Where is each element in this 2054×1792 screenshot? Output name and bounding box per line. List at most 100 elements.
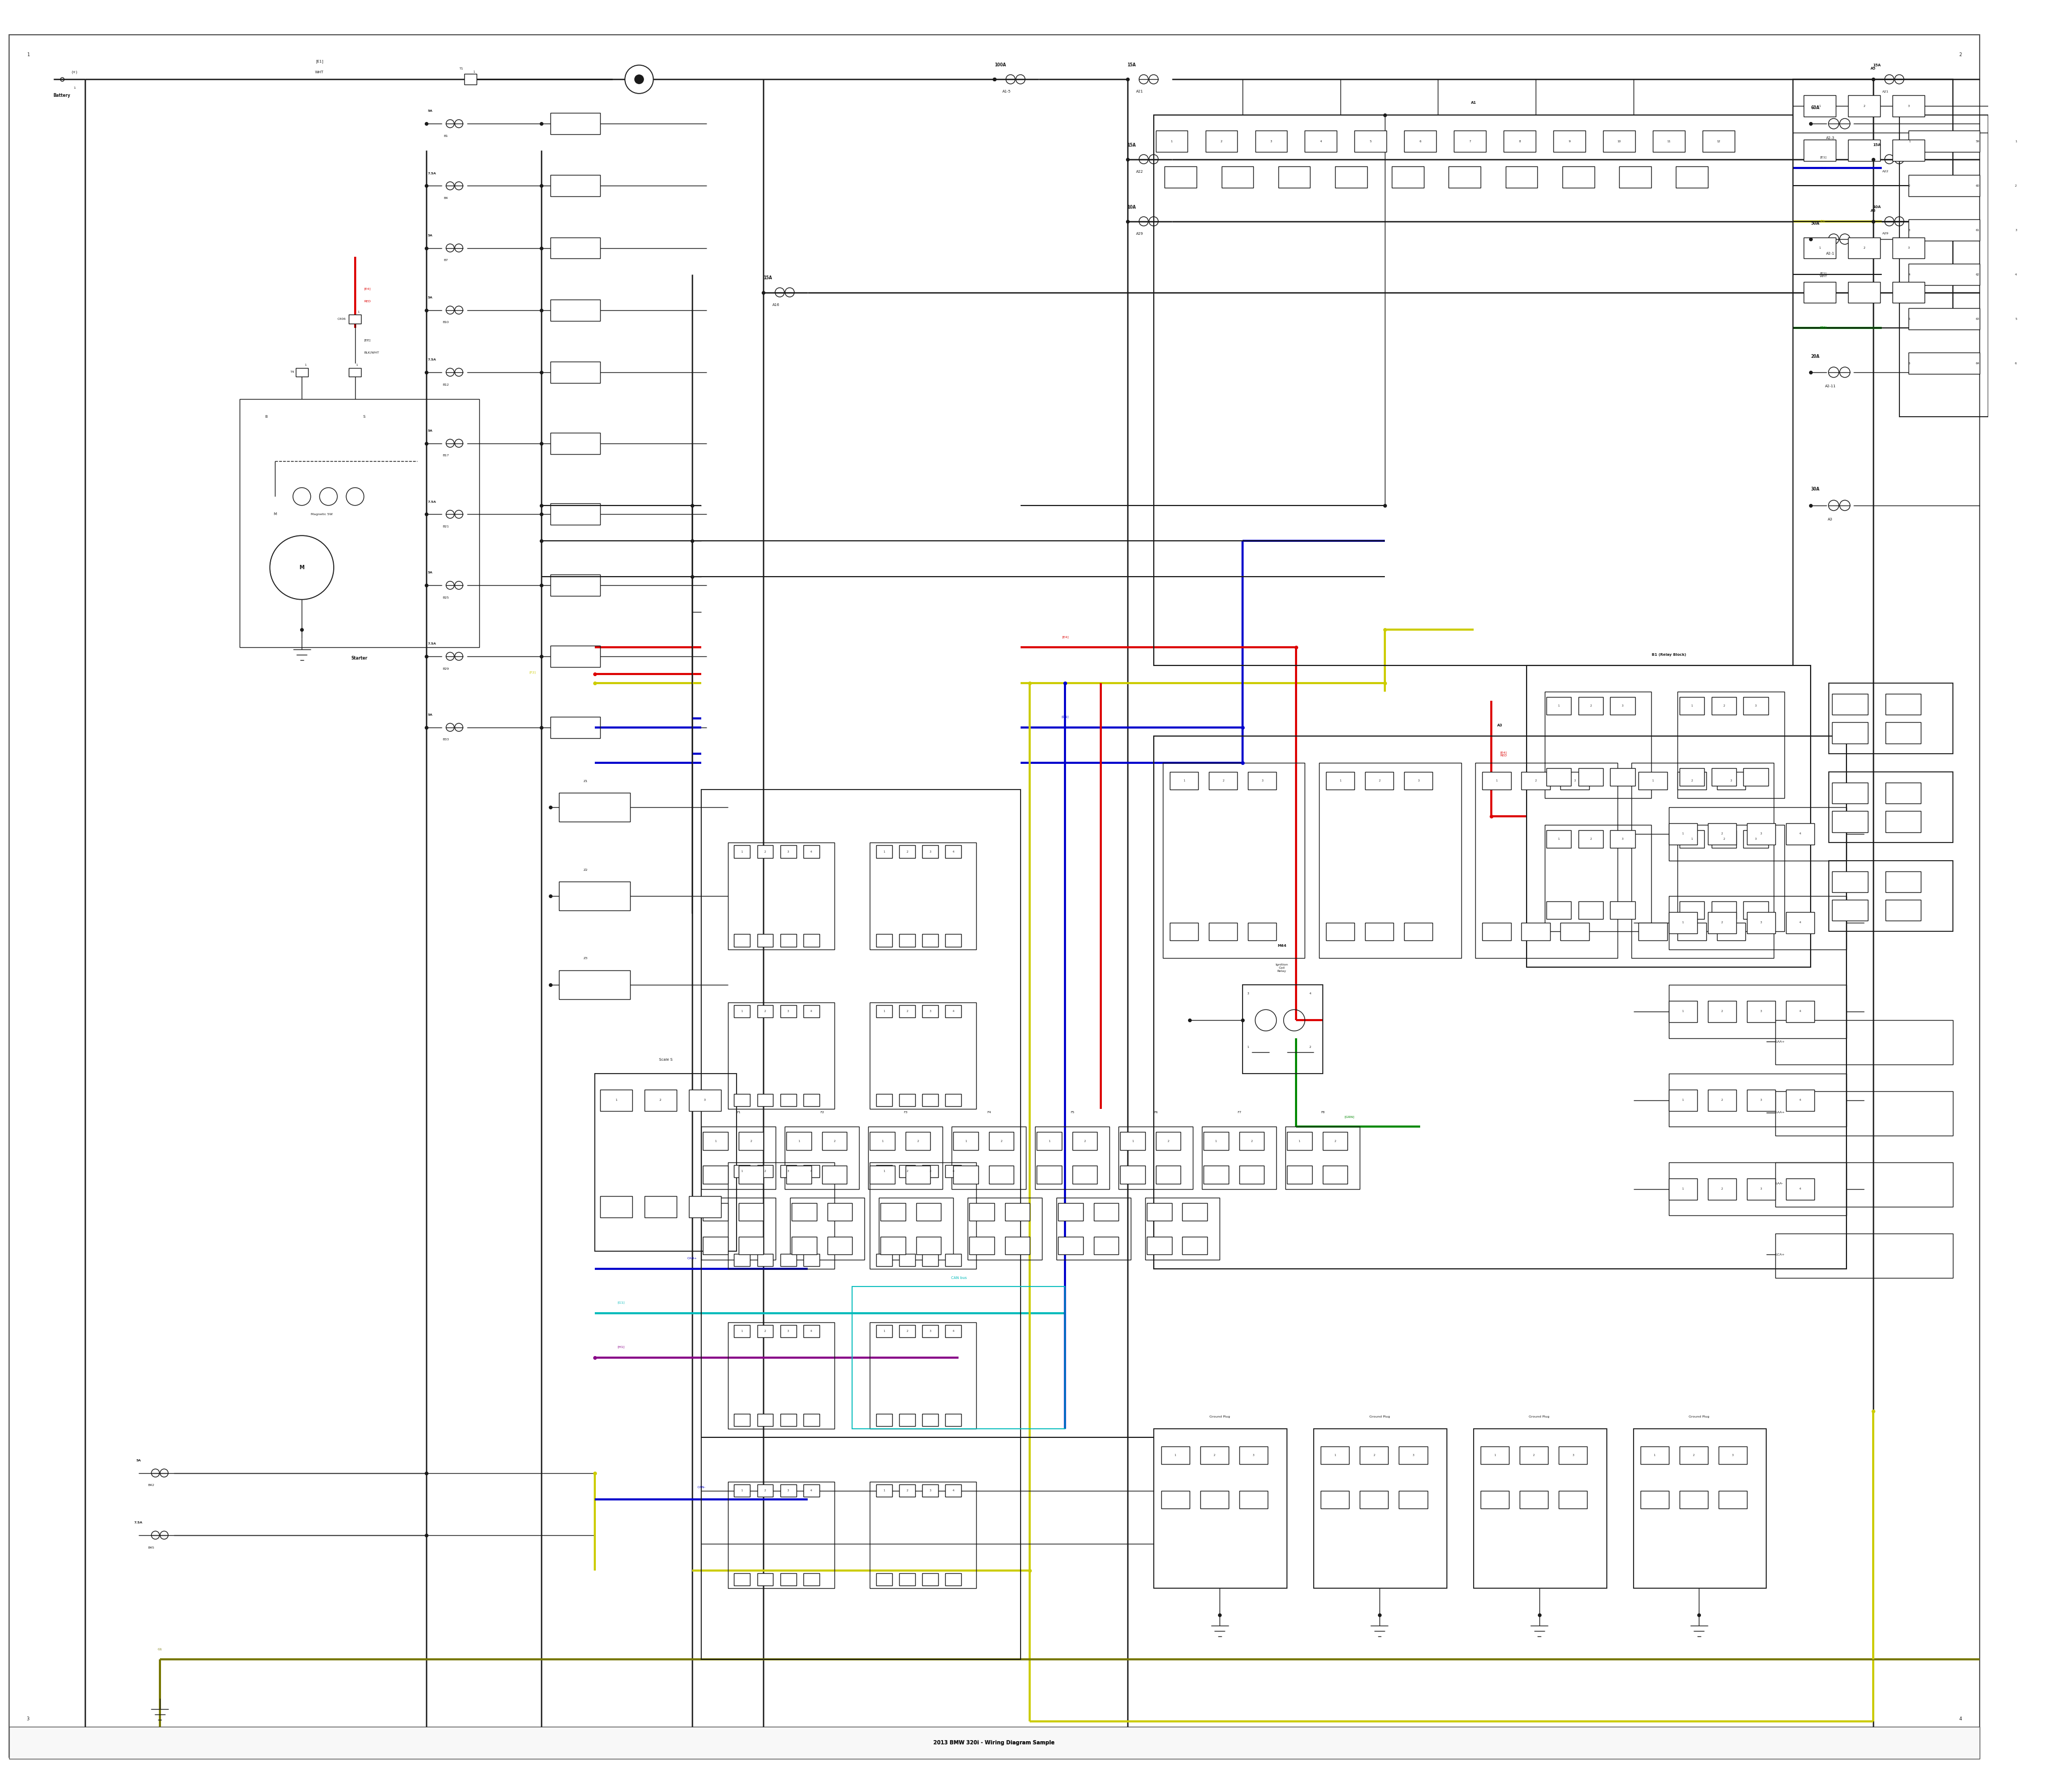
Bar: [879, 1197, 953, 1260]
Bar: [1832, 871, 1867, 892]
Text: 15A: 15A: [1873, 63, 1881, 66]
Bar: [967, 1197, 1041, 1260]
Bar: [781, 1573, 797, 1586]
Bar: [702, 1167, 727, 1185]
Bar: [550, 717, 600, 738]
Bar: [1559, 1446, 1588, 1464]
Bar: [803, 934, 820, 946]
Bar: [951, 1127, 1027, 1188]
Text: 100A: 100A: [994, 63, 1006, 68]
Bar: [733, 846, 750, 858]
Bar: [1787, 1090, 1814, 1111]
Bar: [822, 1167, 846, 1185]
Bar: [1200, 1446, 1228, 1464]
Text: F3: F3: [904, 1111, 908, 1115]
Bar: [1323, 1133, 1347, 1150]
Bar: [2011, 131, 2054, 152]
Bar: [1522, 772, 1551, 790]
Bar: [900, 934, 916, 946]
Text: B29: B29: [442, 667, 450, 670]
Bar: [803, 1005, 820, 1018]
Bar: [1900, 115, 1988, 416]
Bar: [1908, 353, 1980, 375]
Bar: [791, 1236, 817, 1254]
Bar: [733, 1254, 750, 1267]
Bar: [781, 934, 797, 946]
Bar: [1717, 772, 1746, 790]
Bar: [969, 1202, 994, 1220]
Bar: [900, 1165, 916, 1177]
Bar: [1787, 1000, 1814, 1021]
Bar: [1454, 131, 1485, 152]
Bar: [2011, 220, 2054, 240]
Bar: [758, 1484, 772, 1496]
Bar: [758, 934, 772, 946]
Text: A16: A16: [772, 303, 781, 306]
Bar: [1892, 237, 1925, 258]
Bar: [1156, 1167, 1181, 1185]
Bar: [1908, 220, 1980, 240]
Bar: [1744, 769, 1768, 787]
Bar: [1828, 772, 1953, 842]
Text: A3: A3: [1828, 518, 1832, 521]
Bar: [1561, 772, 1590, 790]
Bar: [1908, 308, 1980, 330]
Bar: [822, 1133, 846, 1150]
Text: Ground Plug: Ground Plug: [1210, 1416, 1230, 1417]
Bar: [922, 1165, 939, 1177]
Text: 64: 64: [1976, 362, 1980, 366]
Bar: [1577, 830, 1602, 848]
Bar: [1553, 131, 1586, 152]
Bar: [1004, 1202, 1029, 1220]
Bar: [727, 1163, 834, 1269]
Bar: [1165, 167, 1197, 188]
Bar: [1711, 901, 1736, 919]
Bar: [877, 1093, 891, 1106]
Text: 2013 BMW 320i - Wiring Diagram Sample: 2013 BMW 320i - Wiring Diagram Sample: [935, 1740, 1056, 1745]
Text: A29: A29: [1136, 233, 1144, 235]
Text: F6: F6: [1154, 1111, 1158, 1115]
Bar: [559, 882, 631, 910]
Bar: [877, 1484, 891, 1496]
Bar: [550, 113, 600, 134]
Bar: [758, 1414, 772, 1426]
Bar: [1399, 1491, 1428, 1509]
Bar: [900, 1324, 916, 1337]
Bar: [1707, 1179, 1736, 1199]
Text: B25: B25: [442, 597, 450, 599]
Bar: [1775, 1091, 1953, 1136]
Bar: [1037, 1133, 1062, 1150]
Text: A21: A21: [1136, 90, 1144, 93]
Bar: [1559, 1491, 1588, 1509]
Bar: [1255, 131, 1288, 152]
Text: 62: 62: [1976, 272, 1980, 276]
Bar: [1154, 737, 1847, 1269]
Text: Z2: Z2: [583, 869, 587, 871]
Bar: [1354, 131, 1386, 152]
Bar: [1744, 697, 1768, 715]
Text: Ground Plug: Ground Plug: [1370, 1416, 1391, 1417]
Bar: [1775, 1233, 1953, 1278]
Bar: [1703, 131, 1734, 152]
Bar: [1680, 901, 1705, 919]
Bar: [1803, 237, 1836, 258]
Bar: [1156, 131, 1187, 152]
Bar: [1171, 772, 1197, 790]
Text: M44: M44: [1278, 944, 1286, 948]
Bar: [1286, 1127, 1360, 1188]
Bar: [1360, 1446, 1389, 1464]
Bar: [906, 1167, 930, 1185]
Bar: [1849, 95, 1879, 116]
Bar: [1093, 1236, 1119, 1254]
Bar: [900, 846, 916, 858]
Bar: [916, 1202, 941, 1220]
Text: CAN bus: CAN bus: [951, 1276, 967, 1279]
Bar: [1668, 1179, 1697, 1199]
Bar: [1680, 1446, 1707, 1464]
Bar: [758, 1254, 772, 1267]
Text: F8: F8: [1321, 1111, 1325, 1115]
Text: F5: F5: [1070, 1111, 1074, 1115]
Bar: [945, 1254, 961, 1267]
Bar: [2011, 263, 2054, 285]
Text: 2: 2: [1960, 52, 1962, 57]
